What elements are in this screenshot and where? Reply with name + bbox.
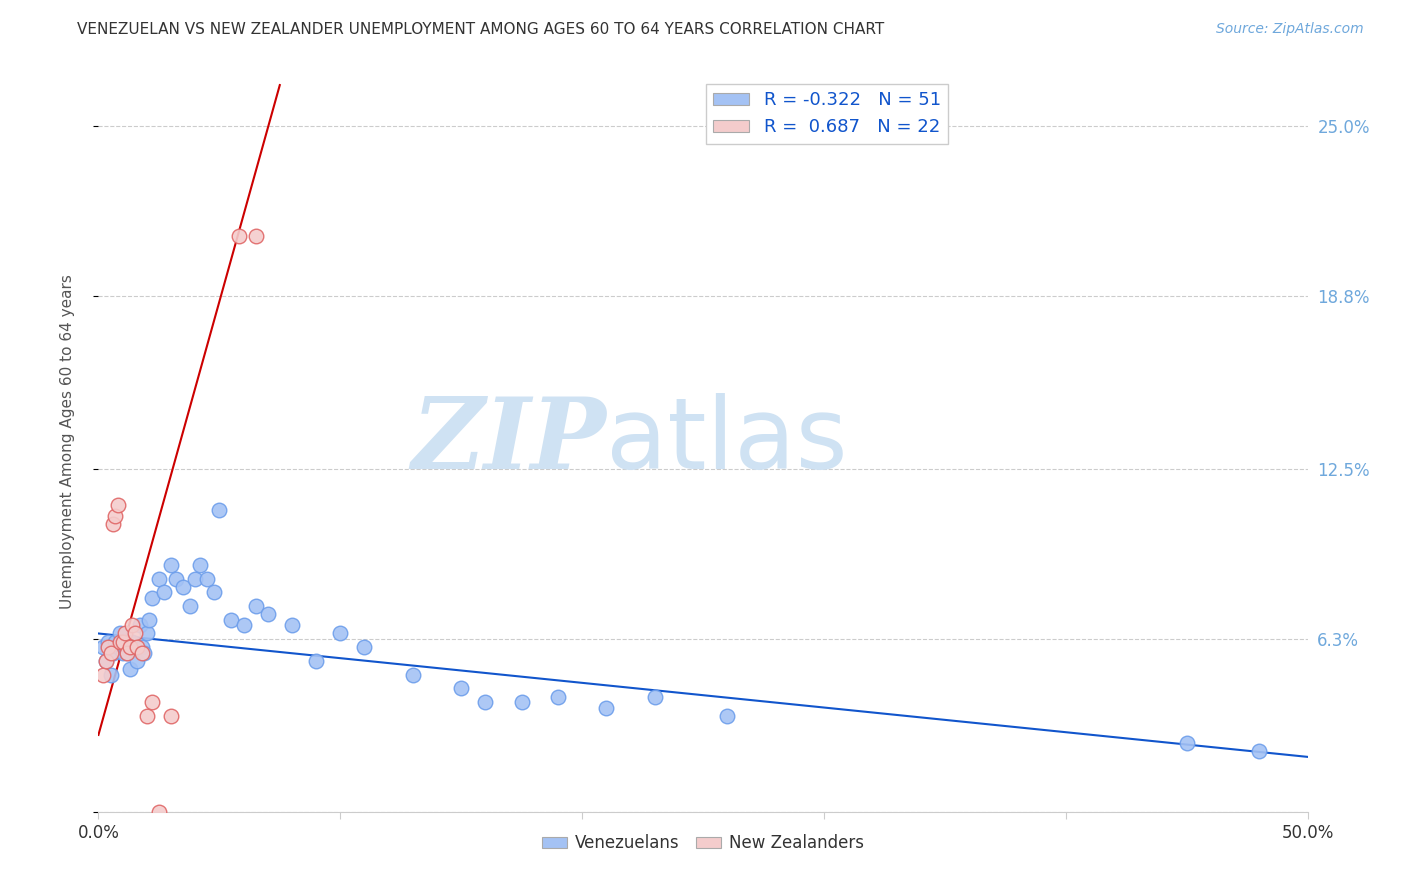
Point <box>208 503 231 517</box>
Point <box>117 646 139 660</box>
Point <box>184 572 207 586</box>
Point <box>131 646 153 660</box>
Point <box>228 228 250 243</box>
Point <box>118 662 141 676</box>
Point <box>128 618 150 632</box>
Point <box>101 516 124 531</box>
Point <box>204 585 226 599</box>
Point <box>232 618 254 632</box>
Point <box>100 667 122 681</box>
Point <box>118 640 141 655</box>
Point <box>245 228 267 243</box>
Point <box>108 634 131 648</box>
Point <box>305 654 328 668</box>
Point <box>117 646 139 660</box>
Point <box>91 640 114 655</box>
Point <box>124 626 146 640</box>
Point <box>160 558 183 572</box>
Point <box>127 654 149 668</box>
Point <box>141 591 163 605</box>
Point <box>644 690 666 704</box>
Text: ZIP: ZIP <box>412 393 606 490</box>
Point <box>221 613 243 627</box>
Point <box>104 508 127 523</box>
Point <box>111 646 134 660</box>
Point <box>134 646 156 660</box>
Point <box>114 626 136 640</box>
Point <box>329 626 352 640</box>
Point <box>245 599 267 613</box>
Y-axis label: Unemployment Among Ages 60 to 64 years: Unemployment Among Ages 60 to 64 years <box>60 274 75 609</box>
Point <box>91 667 114 681</box>
Point <box>101 646 124 660</box>
Point <box>716 708 738 723</box>
Point <box>111 634 134 648</box>
Point <box>547 690 569 704</box>
Point <box>1175 736 1198 750</box>
Point <box>94 654 117 668</box>
Point <box>141 695 163 709</box>
Point <box>127 640 149 655</box>
Point <box>148 572 170 586</box>
Point <box>124 640 146 655</box>
Point <box>121 634 143 648</box>
Text: atlas: atlas <box>606 393 848 490</box>
Point <box>402 667 425 681</box>
Point <box>111 634 134 648</box>
Point <box>595 700 617 714</box>
Text: VENEZUELAN VS NEW ZEALANDER UNEMPLOYMENT AMONG AGES 60 TO 64 YEARS CORRELATION C: VENEZUELAN VS NEW ZEALANDER UNEMPLOYMENT… <box>77 22 884 37</box>
Point <box>107 498 129 512</box>
Point <box>160 708 183 723</box>
Point <box>510 695 533 709</box>
Text: Source: ZipAtlas.com: Source: ZipAtlas.com <box>1216 22 1364 37</box>
Point <box>114 640 136 655</box>
Point <box>135 626 157 640</box>
Point <box>97 640 120 655</box>
Point <box>94 654 117 668</box>
Point <box>121 618 143 632</box>
Point <box>131 640 153 655</box>
Point <box>152 585 174 599</box>
Point <box>195 572 218 586</box>
Legend: Venezuelans, New Zealanders: Venezuelans, New Zealanders <box>534 828 872 859</box>
Point <box>353 640 375 655</box>
Point <box>108 626 131 640</box>
Point <box>188 558 211 572</box>
Point <box>97 634 120 648</box>
Point <box>165 572 187 586</box>
Point <box>172 580 194 594</box>
Point <box>1249 744 1271 758</box>
Point <box>474 695 496 709</box>
Point <box>148 805 170 819</box>
Point <box>450 681 472 696</box>
Point <box>104 634 127 648</box>
Point <box>179 599 201 613</box>
Point <box>100 646 122 660</box>
Point <box>281 618 304 632</box>
Point <box>107 640 129 655</box>
Point <box>135 708 157 723</box>
Point <box>138 613 160 627</box>
Point <box>256 607 278 622</box>
